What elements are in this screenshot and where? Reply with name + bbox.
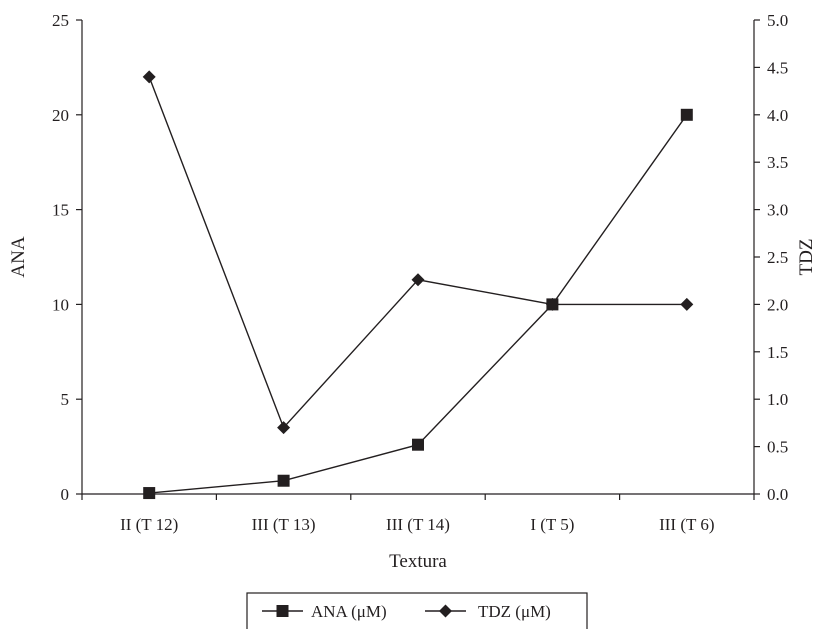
x-tick-label: II (T 12) — [120, 515, 178, 534]
right-y-ticks: 0.0 0.5 1.0 1.5 2.0 2.5 3.0 3.5 4.0 4.5 5.0 — [754, 11, 788, 504]
right-y-tick-label: 1.0 — [767, 390, 788, 409]
right-y-tick-label: 0.5 — [767, 438, 788, 457]
axes — [81, 20, 755, 495]
left-y-axis-title: ANA — [8, 236, 29, 277]
x-tick-label: III (T 14) — [386, 515, 450, 534]
legend-ana-label: ANA (μM) — [311, 602, 387, 621]
right-y-tick-label: 3.5 — [767, 153, 788, 172]
series-tdz-point — [411, 273, 425, 287]
series-ana-point — [143, 487, 156, 500]
right-y-axis-title: TDZ — [796, 239, 817, 276]
series-tdz-point — [142, 70, 156, 84]
legend-tdz-label: TDZ (μM) — [478, 602, 551, 621]
left-y-tick-label: 15 — [52, 201, 69, 220]
right-y-tick-label: 3.0 — [767, 201, 788, 220]
x-tick-label: III (T 6) — [659, 515, 714, 534]
left-y-tick-label: 5 — [61, 390, 70, 409]
legend: ANA (μM) TDZ (μM) — [246, 592, 588, 629]
x-axis-title: Textura — [389, 551, 447, 572]
legend-item-ana: ANA (μM) — [262, 602, 387, 621]
left-y-tick-label: 20 — [52, 106, 69, 125]
x-ticks: II (T 12) III (T 13) III (T 14) I (T 5) III … — [81, 494, 755, 534]
x-tick-label: I (T 5) — [530, 515, 574, 534]
x-tick-label: III (T 13) — [252, 515, 316, 534]
legend-box — [246, 592, 588, 629]
right-y-tick-label: 2.0 — [767, 295, 788, 314]
right-y-tick-label: 2.5 — [767, 248, 788, 267]
right-y-tick-label: 4.5 — [767, 58, 788, 77]
legend-tdz-diamond-marker — [439, 604, 452, 618]
series-tdz-point — [277, 421, 291, 435]
series-ana-point — [412, 438, 424, 451]
left-y-tick-label: 25 — [52, 11, 69, 30]
series-layer — [142, 70, 694, 500]
right-y-tick-label: 1.5 — [767, 343, 788, 362]
legend-ana-square-marker — [276, 605, 289, 617]
left-y-tick-label: 10 — [52, 295, 69, 314]
left-y-tick-label: 0 — [61, 485, 70, 504]
series-ana-point — [277, 474, 290, 487]
right-y-tick-label: 0.0 — [767, 485, 788, 504]
series-ana-point — [680, 108, 693, 121]
series-tdz-point — [545, 297, 559, 311]
left-y-ticks: 0 5 10 15 20 25 — [52, 11, 82, 504]
series-tdz-line — [148, 76, 687, 429]
legend-item-tdz: TDZ (μM) — [425, 602, 551, 621]
series-tdz-point — [680, 297, 694, 311]
right-y-tick-label: 4.0 — [767, 106, 788, 125]
right-y-tick-label: 5.0 — [767, 11, 788, 30]
